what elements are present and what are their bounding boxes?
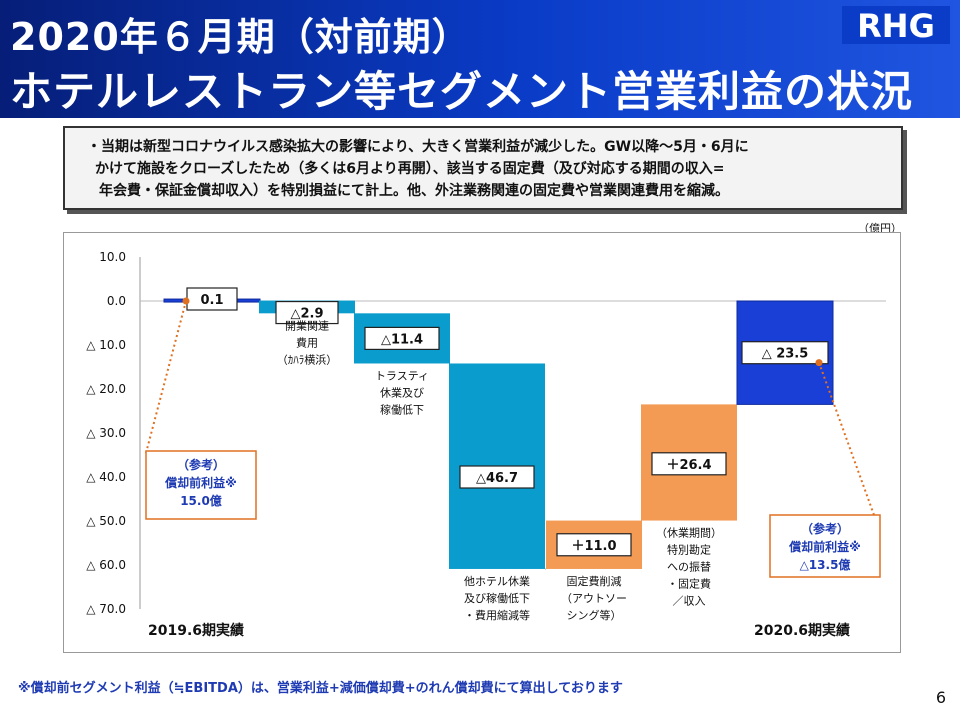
bar-value-label: △46.7 bbox=[476, 471, 518, 486]
callout-leader bbox=[818, 362, 875, 516]
bar-caption: トラスティ bbox=[375, 369, 429, 382]
y-tick-label: △ 60.0 bbox=[86, 558, 126, 572]
callout-text: 15.0億 bbox=[180, 493, 222, 508]
bar-caption: 稼働低下 bbox=[380, 402, 424, 416]
bar-caption: 休業及び bbox=[380, 386, 424, 399]
bar-value-label: ＋11.0 bbox=[571, 539, 616, 554]
bar-caption: シング等） bbox=[567, 608, 622, 622]
bar-caption: 特別勘定 bbox=[667, 543, 711, 557]
bar-caption: （ｶﾊﾗ横浜） bbox=[277, 352, 338, 366]
callout-text: （参考） bbox=[177, 457, 225, 472]
y-tick-label: △ 10.0 bbox=[86, 338, 126, 352]
bar-value-label: △2.9 bbox=[290, 307, 323, 322]
waterfall-chart: 10.0 0.0 △ 10.0 △ 20.0 △ 30.0 △ 40.0 △ 50.0 △ 6… bbox=[63, 232, 901, 653]
bar-caption: 開業関連 bbox=[285, 318, 329, 332]
callout-text: 償却前利益※ bbox=[788, 539, 861, 554]
slide-title-line2: ホテルレストラン等セグメント営業利益の状況 bbox=[10, 67, 914, 116]
footnote: ※償却前セグメント利益（≒EBITDA）は、営業利益+減価償却費+のれん償却費に… bbox=[18, 681, 623, 696]
period-label-right: 2020.6期実績 bbox=[754, 622, 850, 639]
bar-caption: 固定費削減 bbox=[567, 574, 622, 588]
unit-label: （億円） bbox=[858, 222, 902, 235]
bar-caption: への振替 bbox=[667, 560, 711, 574]
bar-label-box bbox=[651, 452, 727, 476]
bar-value-label: △ 23.5 bbox=[762, 347, 809, 362]
callout-anchor-dot bbox=[815, 359, 823, 367]
note-line-3: 年会費・保証金償却収入）を特別損益にて計上。他、外注業務関連の固定費や営業関連費… bbox=[99, 183, 729, 199]
bar-caption: （休業期間） bbox=[656, 527, 722, 540]
callout-text: 償却前利益※ bbox=[164, 475, 237, 490]
page-number: 6 bbox=[935, 688, 946, 707]
callout-box bbox=[145, 450, 257, 520]
period-label-left: 2019.6期実績 bbox=[148, 622, 244, 639]
bar-caption: ・固定費 bbox=[667, 577, 711, 591]
note-line-2: かけて施設をクローズしたため（多くは6月より再開）、該当する固定費（及び対応する… bbox=[95, 161, 725, 177]
logo-text: RHG bbox=[857, 7, 935, 44]
bar-caption: 他ホテル休業 bbox=[464, 575, 530, 588]
bar-label-box bbox=[741, 341, 829, 365]
slide-title-line1: 2020年６月期（対前期） bbox=[10, 15, 471, 59]
bar-value-label: 0.1 bbox=[200, 293, 223, 308]
y-tick-label: △ 20.0 bbox=[86, 382, 126, 396]
y-tick-label: △ 30.0 bbox=[86, 426, 126, 440]
callout-leader bbox=[145, 300, 187, 454]
summary-note: ・当期は新型コロナウイルス感染拡大の影響により、大きく営業利益が減少した。GW以… bbox=[63, 126, 903, 210]
bar-label-box bbox=[459, 465, 535, 489]
note-line-1: ・当期は新型コロナウイルス感染拡大の影響により、大きく営業利益が減少した。GW以… bbox=[87, 139, 749, 155]
bar-caption: （アウトソー bbox=[561, 592, 627, 605]
y-tick-label: △ 50.0 bbox=[86, 514, 126, 528]
callout-text: △13.5億 bbox=[800, 557, 851, 572]
bar-value-label: △11.4 bbox=[381, 332, 423, 347]
bar-label-box bbox=[556, 533, 632, 557]
callout-anchor-dot bbox=[182, 297, 190, 305]
callout-text: （参考） bbox=[801, 521, 849, 536]
y-tick-label: 10.0 bbox=[99, 250, 126, 264]
title-banner: 2020年６月期（対前期） ホテルレストラン等セグメント営業利益の状況 RHG bbox=[0, 0, 960, 118]
bar-label-box bbox=[275, 300, 339, 325]
bar-caption: 及び稼働低下 bbox=[464, 591, 530, 605]
chart-canvas: 10.0 0.0 △ 10.0 △ 20.0 △ 30.0 △ 40.0 △ 50.0 △ 6… bbox=[86, 250, 886, 639]
y-tick-label: △ 70.0 bbox=[86, 602, 126, 616]
bar-caption: ・費用縮減等 bbox=[464, 608, 530, 622]
bar-label-box bbox=[364, 326, 440, 351]
bar-value-label: ＋26.4 bbox=[666, 458, 711, 473]
rhg-logo: RHG bbox=[842, 6, 950, 44]
y-tick-label: 0.0 bbox=[107, 294, 126, 308]
bar-caption: 費用 bbox=[296, 335, 318, 349]
bar-caption: ／収入 bbox=[673, 595, 706, 608]
callout-box bbox=[769, 514, 881, 578]
y-tick-label: △ 40.0 bbox=[86, 470, 126, 484]
